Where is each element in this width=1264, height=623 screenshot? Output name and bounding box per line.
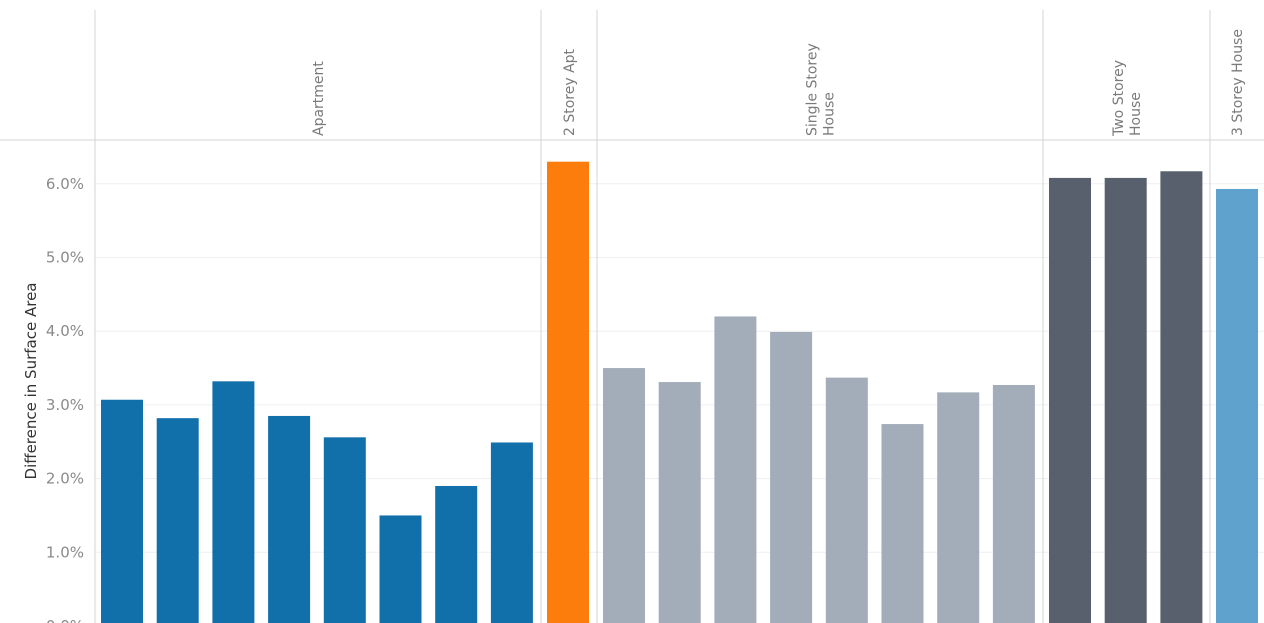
bar: [435, 485, 478, 623]
group-header-label: 2 Storey Apt: [562, 48, 578, 136]
bar: [770, 331, 813, 623]
y-tick-label: 6.0%: [46, 175, 84, 193]
bar: [825, 377, 868, 623]
bar: [547, 161, 589, 623]
group-header-label: Two Storey: [1111, 60, 1127, 137]
group-dividers: [0, 10, 1264, 623]
y-tick-label: 3.0%: [46, 396, 84, 414]
bar: [156, 418, 199, 623]
bar: [1160, 171, 1203, 623]
bars: [101, 161, 1258, 623]
y-tick-label: 0.0%: [46, 617, 84, 623]
bar: [490, 442, 533, 623]
bar: [881, 424, 924, 623]
bar: [603, 368, 645, 623]
bar: [1049, 177, 1091, 623]
group-header-label: 3 Storey House: [1230, 29, 1246, 136]
bar: [323, 437, 366, 623]
bar: [212, 381, 255, 623]
y-tick-label: 2.0%: [46, 470, 84, 488]
bar: [101, 399, 143, 623]
y-tick-label: 4.0%: [46, 322, 84, 340]
bar: [658, 382, 701, 623]
group-headers: Apartment 2 Storey Apt Single Storey House T…: [311, 29, 1246, 137]
group-header-label: House: [1128, 92, 1144, 136]
bar: [714, 316, 757, 623]
group-header-label: Single Storey: [805, 43, 821, 136]
y-tick-label: 5.0%: [46, 249, 84, 267]
group-header-label: House: [822, 92, 838, 136]
y-axis-label: Difference in Surface Area: [22, 283, 40, 480]
y-axis-ticks: 0.0% 1.0% 2.0% 3.0% 4.0% 5.0% 6.0%: [46, 175, 84, 623]
bar: [937, 392, 980, 623]
bar: [992, 385, 1035, 623]
bar: [379, 515, 422, 623]
bar: [268, 415, 311, 623]
bar: [1216, 188, 1258, 623]
y-tick-label: 1.0%: [46, 543, 84, 561]
group-header-label: Apartment: [311, 61, 327, 136]
bar: [1104, 177, 1147, 623]
